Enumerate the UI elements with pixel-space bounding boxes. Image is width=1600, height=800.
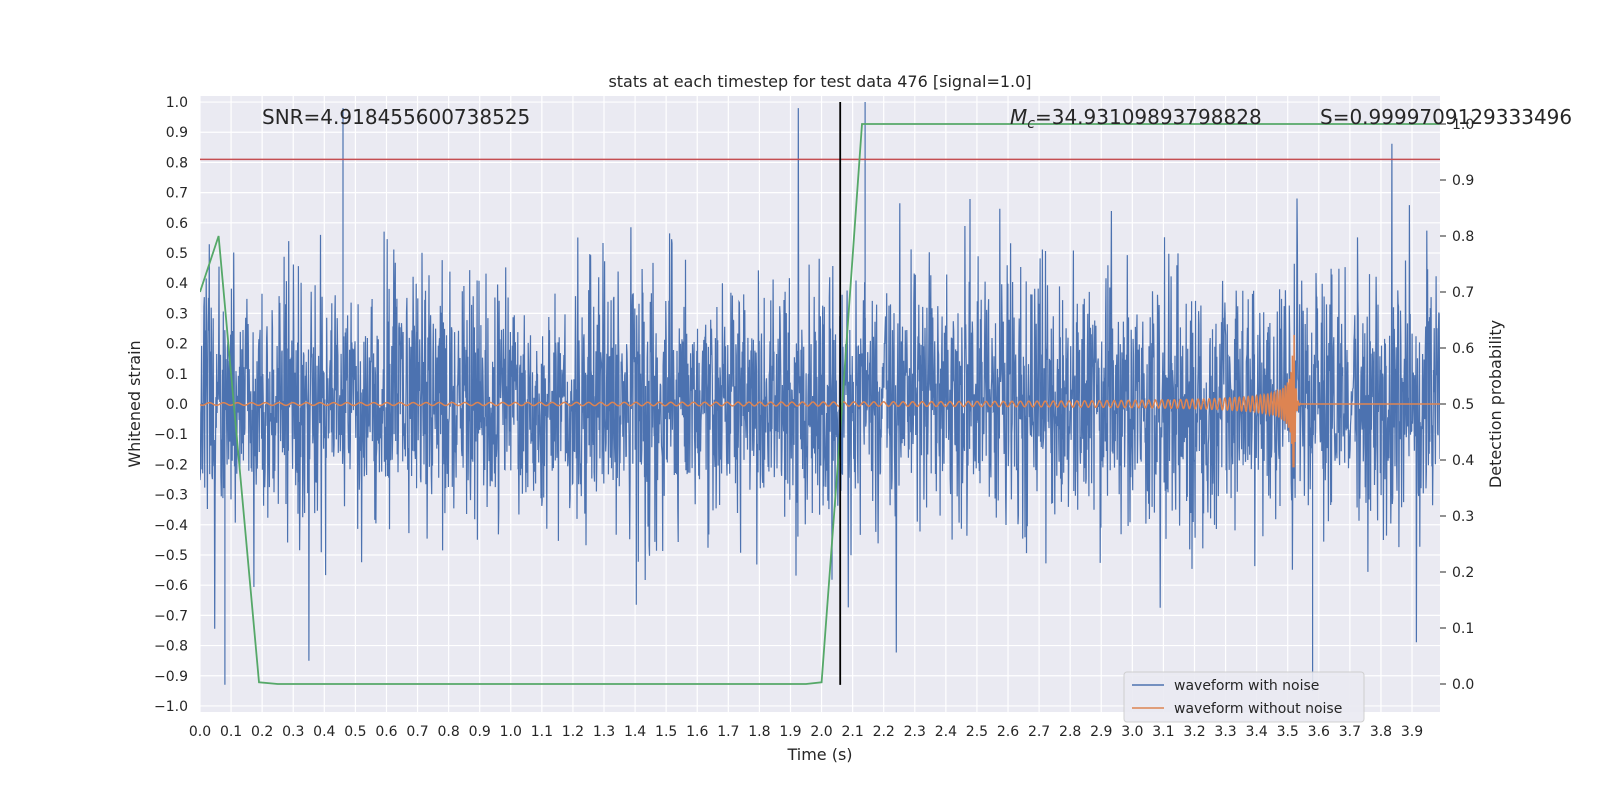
y-tick-label: 0.8 (166, 155, 188, 171)
y-tick-label: −1.0 (154, 699, 188, 715)
y-tick-label: 0.1 (166, 367, 188, 383)
x-axis-ticks: 0.0 0.1 0.2 0.3 0.4 0.5 0.6 0.7 0.8 0.9 1.0 1.1 1.2 1… (189, 724, 1423, 740)
x-tick-label: 0.3 (282, 724, 304, 740)
snr-annotation: SNR=4.918455600738525 (262, 105, 530, 129)
x-tick-label: 2.7 (1028, 724, 1050, 740)
y-tick-label: −0.9 (154, 669, 188, 685)
y2-tick-label: 0.5 (1452, 397, 1474, 413)
x-axis-label: Time (s) (786, 745, 852, 764)
x-tick-label: 2.0 (810, 724, 832, 740)
x-tick-label: 3.3 (1214, 724, 1236, 740)
y2-tick-label: 0.1 (1452, 621, 1474, 637)
y2-tick-label: 0.0 (1452, 677, 1474, 693)
y-tick-label: −0.1 (154, 427, 188, 443)
s-annotation: S=0.9999709129333496 (1320, 105, 1572, 129)
x-tick-label: 3.9 (1401, 724, 1423, 740)
x-tick-label: 0.0 (189, 724, 211, 740)
x-tick-label: 0.2 (251, 724, 273, 740)
series-waveform-without-noise (200, 334, 1440, 468)
y-tick-label: −0.6 (154, 578, 188, 594)
y-tick-label: 0.9 (166, 125, 188, 141)
y-tick-label: 0.3 (166, 306, 188, 322)
y2-tick-label: 0.4 (1452, 453, 1474, 469)
y-tick-label: −0.7 (154, 608, 188, 624)
x-tick-label: 3.1 (1152, 724, 1174, 740)
x-tick-label: 1.0 (500, 724, 522, 740)
x-tick-label: 3.0 (1121, 724, 1143, 740)
x-tick-label: 0.7 (406, 724, 428, 740)
x-tick-label: 3.5 (1277, 724, 1299, 740)
y-tick-label: 0.7 (166, 186, 188, 202)
x-tick-label: 0.9 (469, 724, 491, 740)
x-tick-label: 1.3 (593, 724, 615, 740)
mc-subscript: c (1027, 116, 1035, 132)
mc-symbol: M (1010, 105, 1027, 129)
legend-label-noise: waveform with noise (1174, 678, 1319, 694)
x-tick-label: 3.6 (1308, 724, 1330, 740)
y-tick-label: 0.6 (166, 216, 188, 232)
y-tick-label: 0.0 (166, 397, 188, 413)
x-tick-label: 2.9 (1090, 724, 1112, 740)
y2-tick-label: 0.3 (1452, 509, 1474, 525)
legend-label-clean: waveform without noise (1174, 701, 1342, 717)
y2-tick-label: 1.0 (1452, 117, 1474, 133)
y-tick-label: 0.5 (166, 246, 188, 262)
y2-tick-label: 0.7 (1452, 285, 1474, 301)
x-tick-label: 3.8 (1370, 724, 1392, 740)
x-tick-label: 0.8 (437, 724, 459, 740)
x-tick-label: 3.7 (1339, 724, 1361, 740)
y-tick-label: 0.4 (166, 276, 188, 292)
x-tick-label: 1.1 (531, 724, 553, 740)
x-tick-label: 0.6 (375, 724, 397, 740)
x-tick-label: 1.4 (624, 724, 646, 740)
chart-title: stats at each timestep for test data 476… (608, 72, 1031, 91)
y2-tick-label: 0.2 (1452, 565, 1474, 581)
x-tick-label: 0.1 (220, 724, 242, 740)
x-tick-label: 1.7 (717, 724, 739, 740)
y2-tick-label: 0.9 (1452, 173, 1474, 189)
x-tick-label: 1.5 (655, 724, 677, 740)
legend: waveform with noise waveform without noi… (1123, 671, 1365, 723)
x-tick-label: 0.5 (344, 724, 366, 740)
mc-value: =34.93109893798828 (1035, 105, 1262, 129)
y2-tick-label: 0.6 (1452, 341, 1474, 357)
mc-annotation: Mc=34.93109893798828 (1010, 105, 1262, 132)
y-axis-label: Whitened strain (125, 340, 144, 467)
y-tick-label: −0.2 (154, 457, 188, 473)
y2-axis-label: Detection probability (1486, 320, 1505, 488)
y-tick-label: 1.0 (166, 95, 188, 111)
x-tick-label: 2.2 (873, 724, 895, 740)
x-tick-label: 2.1 (841, 724, 863, 740)
x-tick-label: 1.2 (562, 724, 584, 740)
plot-content (200, 102, 1440, 691)
y-tick-label: −0.3 (154, 488, 188, 504)
series-detection-probability (200, 123, 1440, 685)
x-tick-label: 2.5 (966, 724, 988, 740)
x-tick-label: 3.2 (1183, 724, 1205, 740)
y-tick-label: −0.5 (154, 548, 188, 564)
x-tick-label: 1.8 (748, 724, 770, 740)
x-tick-label: 3.4 (1246, 724, 1268, 740)
y-axis-left-ticks: 1.0 0.9 0.8 0.7 0.6 0.5 0.4 0.3 0.2 0.1 0.0 −0.1 −0.… (154, 95, 188, 715)
legend-box (1123, 671, 1365, 723)
y-tick-label: 0.2 (166, 337, 188, 353)
x-tick-label: 1.9 (779, 724, 801, 740)
x-tick-label: 0.4 (313, 724, 335, 740)
x-tick-label: 2.8 (1059, 724, 1081, 740)
y-tick-label: −0.8 (154, 639, 188, 655)
x-tick-label: 2.3 (904, 724, 926, 740)
y-axis-right-ticks: 1.0 0.9 0.8 0.7 0.6 0.5 0.4 0.3 0.2 0.1 0.0 (1440, 117, 1474, 693)
x-tick-label: 2.6 (997, 724, 1019, 740)
y2-tick-label: 0.8 (1452, 229, 1474, 245)
y-tick-label: −0.4 (154, 518, 188, 534)
x-tick-label: 1.6 (686, 724, 708, 740)
series-waveform-with-noise (200, 102, 1440, 691)
x-tick-label: 2.4 (935, 724, 957, 740)
